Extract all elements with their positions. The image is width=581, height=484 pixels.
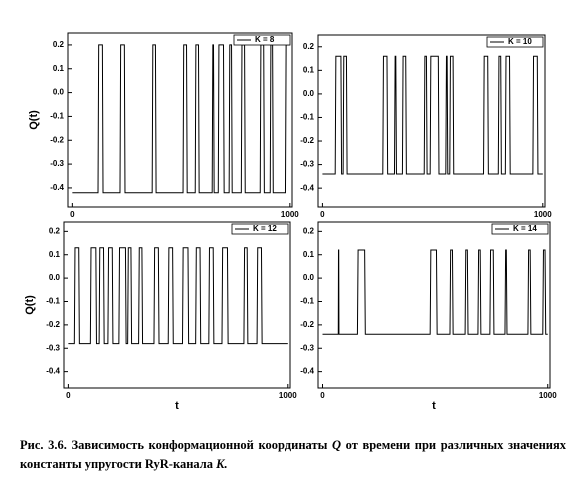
legend	[486, 36, 544, 48]
x-tick-label: 1000	[281, 210, 299, 219]
y-tick-label: -0.3	[300, 343, 314, 352]
caption-text: Зависимость конформационной координаты	[71, 438, 328, 452]
y-tick-label: 0.1	[303, 250, 315, 259]
plot-frame	[63, 221, 291, 389]
y-tick-label: -0.2	[300, 136, 314, 145]
x-axis-label: t	[175, 400, 179, 412]
x-axis-label: t	[432, 400, 436, 412]
y-tick-label: -0.1	[46, 297, 60, 306]
y-tick-label: 0.0	[303, 89, 315, 98]
y-tick-label: -0.2	[50, 135, 64, 144]
x-tick-label: 1000	[534, 210, 552, 219]
caption-text: от времени при различных значениях конст…	[20, 438, 567, 471]
line	[68, 247, 288, 345]
y-tick-label: 0.1	[49, 250, 61, 259]
x-tick-label: 0	[320, 210, 325, 219]
y-tick-label: 0.2	[49, 226, 61, 235]
legend	[233, 34, 291, 46]
x-tick-label: 0	[320, 391, 325, 400]
legend	[231, 223, 289, 235]
line	[322, 55, 543, 175]
y-tick-label: 0.2	[303, 226, 315, 235]
x-tick-label: 1000	[539, 391, 557, 400]
y-tick-label: -0.2	[300, 320, 314, 329]
y-tick-label: 0.2	[303, 42, 315, 51]
y-tick-label: -0.1	[300, 113, 314, 122]
line	[322, 249, 548, 335]
y-tick-label: -0.4	[46, 367, 60, 376]
figure: 0.2 0.1 0.0 -0.1 -0.2 -0.3 -0.4 0 1000 Q(t) K = 8 0…	[24, 32, 557, 412]
y-tick-label: -0.2	[46, 320, 60, 329]
y-axis-label: Q(t)	[24, 295, 36, 315]
plot-frame	[317, 221, 551, 389]
y-tick-label: -0.1	[300, 297, 314, 306]
y-tick-label: -0.4	[300, 367, 314, 376]
caption-symbol: K.	[216, 457, 228, 471]
y-tick-label: 0.0	[303, 273, 315, 282]
legend-label: K = 14	[513, 224, 537, 233]
legend-label: K = 10	[508, 37, 532, 46]
y-tick-label: 0.2	[53, 40, 65, 49]
legend-label: K = 8	[255, 35, 275, 44]
y-tick-label: -0.3	[300, 160, 314, 169]
x-tick-label: 1000	[279, 391, 297, 400]
y-tick-label: 0.0	[49, 273, 61, 282]
x-tick-label: 0	[66, 391, 71, 400]
line	[72, 44, 290, 194]
plot-frame	[67, 32, 293, 208]
y-tick-label: 0.1	[53, 64, 65, 73]
caption-label: Рис. 3.6.	[20, 438, 67, 452]
y-tick-label: -0.1	[50, 112, 64, 121]
caption-symbol: Q	[331, 438, 341, 452]
legend	[491, 223, 549, 235]
y-tick-label: 0.1	[303, 65, 315, 74]
y-tick-label: -0.4	[300, 183, 314, 192]
y-tick-label: -0.4	[50, 183, 64, 192]
x-tick-label: 0	[70, 210, 75, 219]
y-axis-label: Q(t)	[28, 110, 40, 130]
y-tick-label: -0.3	[46, 343, 60, 352]
y-tick-label: -0.3	[50, 159, 64, 168]
legend-label: K = 12	[253, 224, 277, 233]
plot-frame	[317, 34, 546, 208]
y-tick-label: 0.0	[53, 88, 65, 97]
caption: Рис. 3.6. Зависимость конформационной ко…	[20, 436, 566, 474]
